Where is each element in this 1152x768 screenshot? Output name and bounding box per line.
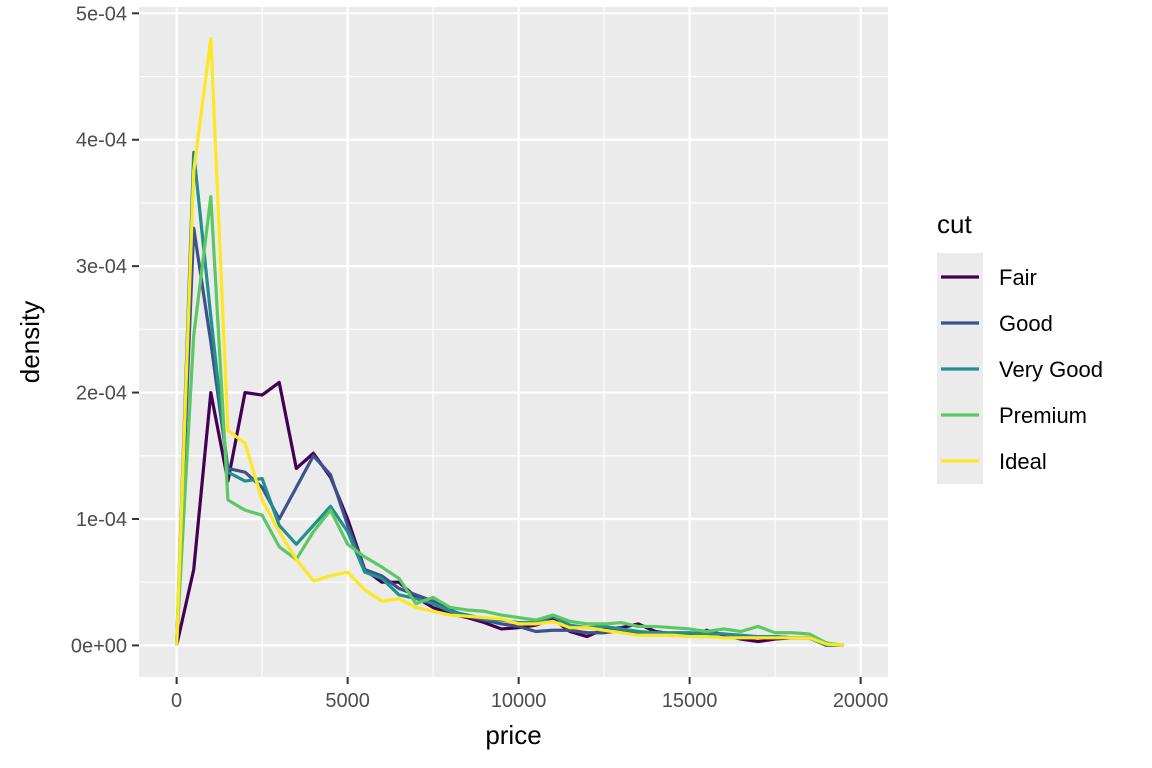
legend-label-premium: Premium — [999, 403, 1087, 428]
y-tick-label: 4e-04 — [76, 130, 127, 152]
x-tick-label: 0 — [171, 690, 182, 712]
x-tick-label: 20000 — [833, 690, 889, 712]
minor-grid — [139, 7, 888, 677]
y-tick-label: 2e-04 — [76, 383, 127, 405]
legend-title: cut — [937, 209, 972, 239]
series-line-premium — [175, 195, 844, 647]
legend-label-good: Good — [999, 311, 1053, 336]
y-tick-label: 1e-04 — [76, 509, 127, 531]
x-axis-title: price — [485, 720, 541, 750]
legend: cut Fair Good Very Good Premium Ideal — [937, 209, 1103, 484]
panel-background — [139, 7, 888, 677]
legend-label-fair: Fair — [999, 265, 1037, 290]
x-axis: 0 5000 10000 15000 20000 — [171, 677, 888, 712]
y-tick-label: 3e-04 — [76, 256, 127, 278]
y-axis: 0e+00 1e-04 2e-04 3e-04 4e-04 5e-04 — [71, 3, 139, 657]
series-layer — [175, 36, 844, 648]
y-tick-label: 0e+00 — [71, 635, 127, 657]
y-axis-title: density — [15, 301, 45, 383]
x-tick-label: 5000 — [325, 690, 370, 712]
legend-label-ideal: Ideal — [999, 449, 1047, 474]
legend-items: Fair Good Very Good Premium Ideal — [941, 265, 1103, 474]
y-tick-label: 5e-04 — [76, 3, 127, 25]
series-line-ideal — [175, 36, 844, 647]
x-tick-label: 10000 — [491, 690, 547, 712]
x-tick-label: 15000 — [662, 690, 718, 712]
legend-label-very-good: Very Good — [999, 357, 1103, 382]
